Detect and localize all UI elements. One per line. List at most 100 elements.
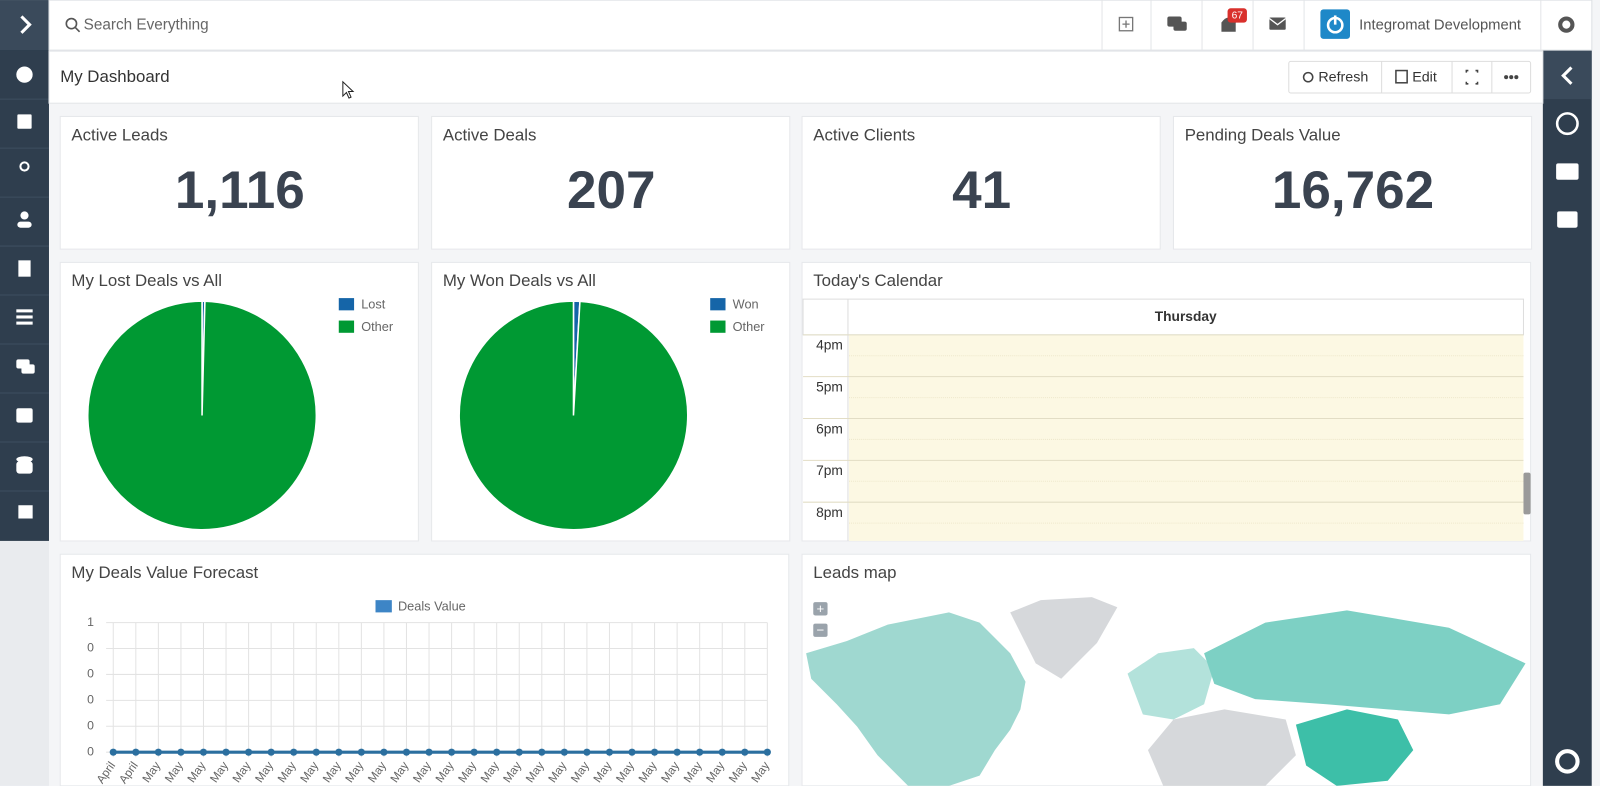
kpi-title: Pending Deals Value [1185,125,1341,144]
mail-icon [1268,17,1287,26]
data-point [380,748,388,756]
legend-label: Deals Value [398,599,466,614]
data-point [605,748,614,756]
data-point [628,748,636,756]
icon [16,66,33,83]
kpi-value: 1,116 [175,161,305,220]
scrollbar-track [1591,0,1600,786]
search-icon [65,17,78,30]
zoom-in-button[interactable] [813,602,828,616]
y-tick-label: 0 [87,641,94,655]
button-group [1288,60,1532,94]
world-map [806,597,1526,786]
cards: Active Leads 1,116 Active Deals 207 Active C… [59,115,1533,786]
data-point [312,748,320,756]
notification-badge [1227,8,1247,23]
add-button[interactable] [1118,16,1134,32]
y-tick-label: 0 [87,693,94,707]
inbox-icon[interactable] [1556,163,1579,180]
fullscreen-button[interactable] [1465,69,1479,85]
nav-database[interactable] [16,456,33,463]
legend-swatch [375,600,392,613]
plus-icon [1122,20,1130,28]
data-point [425,748,433,756]
data-point [673,748,681,756]
data-point [109,748,117,756]
hour-label: 6pm [816,421,843,436]
hour-label: 5pm [816,380,843,395]
settings-button[interactable] [1558,16,1575,33]
legend-label: Won [733,297,759,312]
more-button[interactable] [1504,75,1519,80]
search-input[interactable]: Search Everything [84,17,209,34]
sidebar-toggle[interactable] [0,0,49,51]
chevron-icon [1561,66,1573,85]
calendar-day: Thursday [1155,309,1217,324]
kpi-title: Active Leads [71,125,167,144]
nav-contacts[interactable] [19,161,30,172]
data-point [222,748,230,756]
pie-slice [458,300,689,531]
organization-name[interactable]: Integromat Development [1359,18,1521,34]
legend-label: Other [361,319,394,334]
hour-label: 4pm [816,338,843,353]
data-point [335,748,343,756]
data-point [448,748,456,756]
left-nav-icons [0,50,49,519]
data-point [718,748,726,756]
nav-users[interactable] [20,211,29,220]
data-point [493,748,501,756]
dashboard-title: My Dashboard [60,67,169,86]
mail-button[interactable] [1269,17,1286,30]
kpi-title: Active Clients [813,125,915,144]
calendar-scrollbar[interactable] [1523,472,1531,515]
y-tick-label: 0 [87,718,94,732]
nav-tasks[interactable] [16,309,33,313]
data-point [560,748,568,756]
data-point [583,748,591,756]
today-column [848,334,1524,541]
chevron-icon [20,15,32,34]
data-point [154,748,162,756]
refresh-icon [1302,71,1314,83]
nav-companies[interactable] [18,260,31,277]
data-point [696,748,704,756]
china [1295,709,1414,786]
search-icon [74,27,81,33]
data-point [515,748,523,756]
kpi-card [59,115,419,250]
nav-documents[interactable] [18,505,33,519]
europe [1127,648,1215,720]
data-point [470,748,478,756]
button-separators [1381,61,1493,93]
zoom-out-button[interactable] [813,623,828,637]
y-tick-label: 0 [87,667,94,681]
chart-title: My Won Deals vs All [443,271,596,290]
right-sidebar-toggle[interactable] [1542,50,1592,100]
icon [16,461,33,474]
hour-label: 8pm [816,505,843,520]
refresh-button[interactable]: Refresh [1318,69,1368,85]
edit-button[interactable]: Edit [1412,69,1437,85]
legend-label: Other [733,319,766,334]
help-icon[interactable] [1555,749,1580,774]
history-icon[interactable] [1555,112,1579,136]
data-point [132,748,140,756]
data-point [741,748,749,756]
y-tick-label: 0 [87,744,94,758]
kpi-value: 16,762 [1272,161,1434,220]
north-america [806,612,1026,786]
calendar-grid: 4pm 5pm 6pm 7pm 8pm [803,334,1524,524]
data-point [651,748,659,756]
legend-swatch [338,298,355,311]
chat-icon[interactable] [1557,211,1578,228]
data-point [538,748,546,756]
data-point [763,748,771,756]
notification-count: 67 [1232,11,1244,22]
calendar-title: Today's Calendar [813,271,943,290]
edit-icon [1395,69,1408,84]
kpi-card [431,115,791,250]
nav-calendar[interactable] [17,114,32,129]
nav-deals[interactable] [16,408,33,423]
hour-label: 7pm [816,463,843,478]
